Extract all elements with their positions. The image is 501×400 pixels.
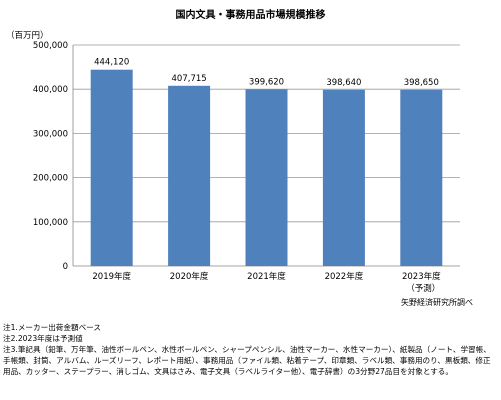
- bar: [168, 85, 211, 266]
- chart-title: 国内文具・事務用品市場規模推移: [175, 10, 326, 21]
- x-tick-labels: 2019年度 2020年度 2021年度 2022年度 2023年度（予測）: [92, 271, 441, 294]
- data-label: 399,620: [249, 77, 284, 87]
- y-tick-label: 200,000: [33, 174, 68, 184]
- data-label: 444,120: [94, 58, 129, 68]
- gridlines: [72, 44, 460, 267]
- bar: [400, 89, 443, 267]
- y-tick-labels: 0 100,000 200,000 300,000 400,000 500,000: [33, 41, 68, 272]
- x-tick-label: 2023年度: [402, 271, 441, 282]
- y-tick-label: 100,000: [33, 218, 68, 228]
- data-label: 407,715: [172, 74, 207, 84]
- y-tick-label: 0: [63, 262, 68, 272]
- x-tick-label: 2019年度: [92, 271, 131, 282]
- y-tick-label: 400,000: [33, 85, 68, 95]
- bars: [90, 69, 443, 267]
- footnote-3: 注3.筆記具（鉛筆、万年筆、油性ボールペン、水性ボールペン、シャープペンシル、油…: [3, 345, 491, 376]
- value-labels: 444,120 407,715 399,620 398,640 398,650: [94, 58, 439, 88]
- x-tick-label: 2020年度: [170, 271, 209, 282]
- x-tick-label: 2021年度: [247, 271, 286, 282]
- bar: [90, 69, 133, 266]
- source-note: 矢野経済研究所調べ: [401, 298, 473, 307]
- footnote-1: 注1.メーカー出荷金額ベース: [3, 323, 101, 332]
- bar: [245, 89, 288, 267]
- y-tick-label: 300,000: [33, 129, 68, 139]
- data-label: 398,650: [404, 78, 439, 88]
- bar: [322, 89, 365, 266]
- x-tick-sublabel: （予測）: [406, 283, 440, 294]
- y-tick-label: 500,000: [33, 41, 68, 51]
- footnote-2: 注2.2023年度は予測値: [3, 334, 83, 343]
- bar-chart: （百万円） 0 100,000 200,000 300,000 400,000 500,0…: [6, 30, 460, 294]
- footnotes: 注1.メーカー出荷金額ベース 注2.2023年度は予測値 注3.筆記具（鉛筆、万…: [3, 322, 498, 377]
- y-axis-label: （百万円）: [6, 30, 49, 41]
- data-label: 398,640: [326, 78, 361, 88]
- x-tick-label: 2022年度: [325, 271, 364, 282]
